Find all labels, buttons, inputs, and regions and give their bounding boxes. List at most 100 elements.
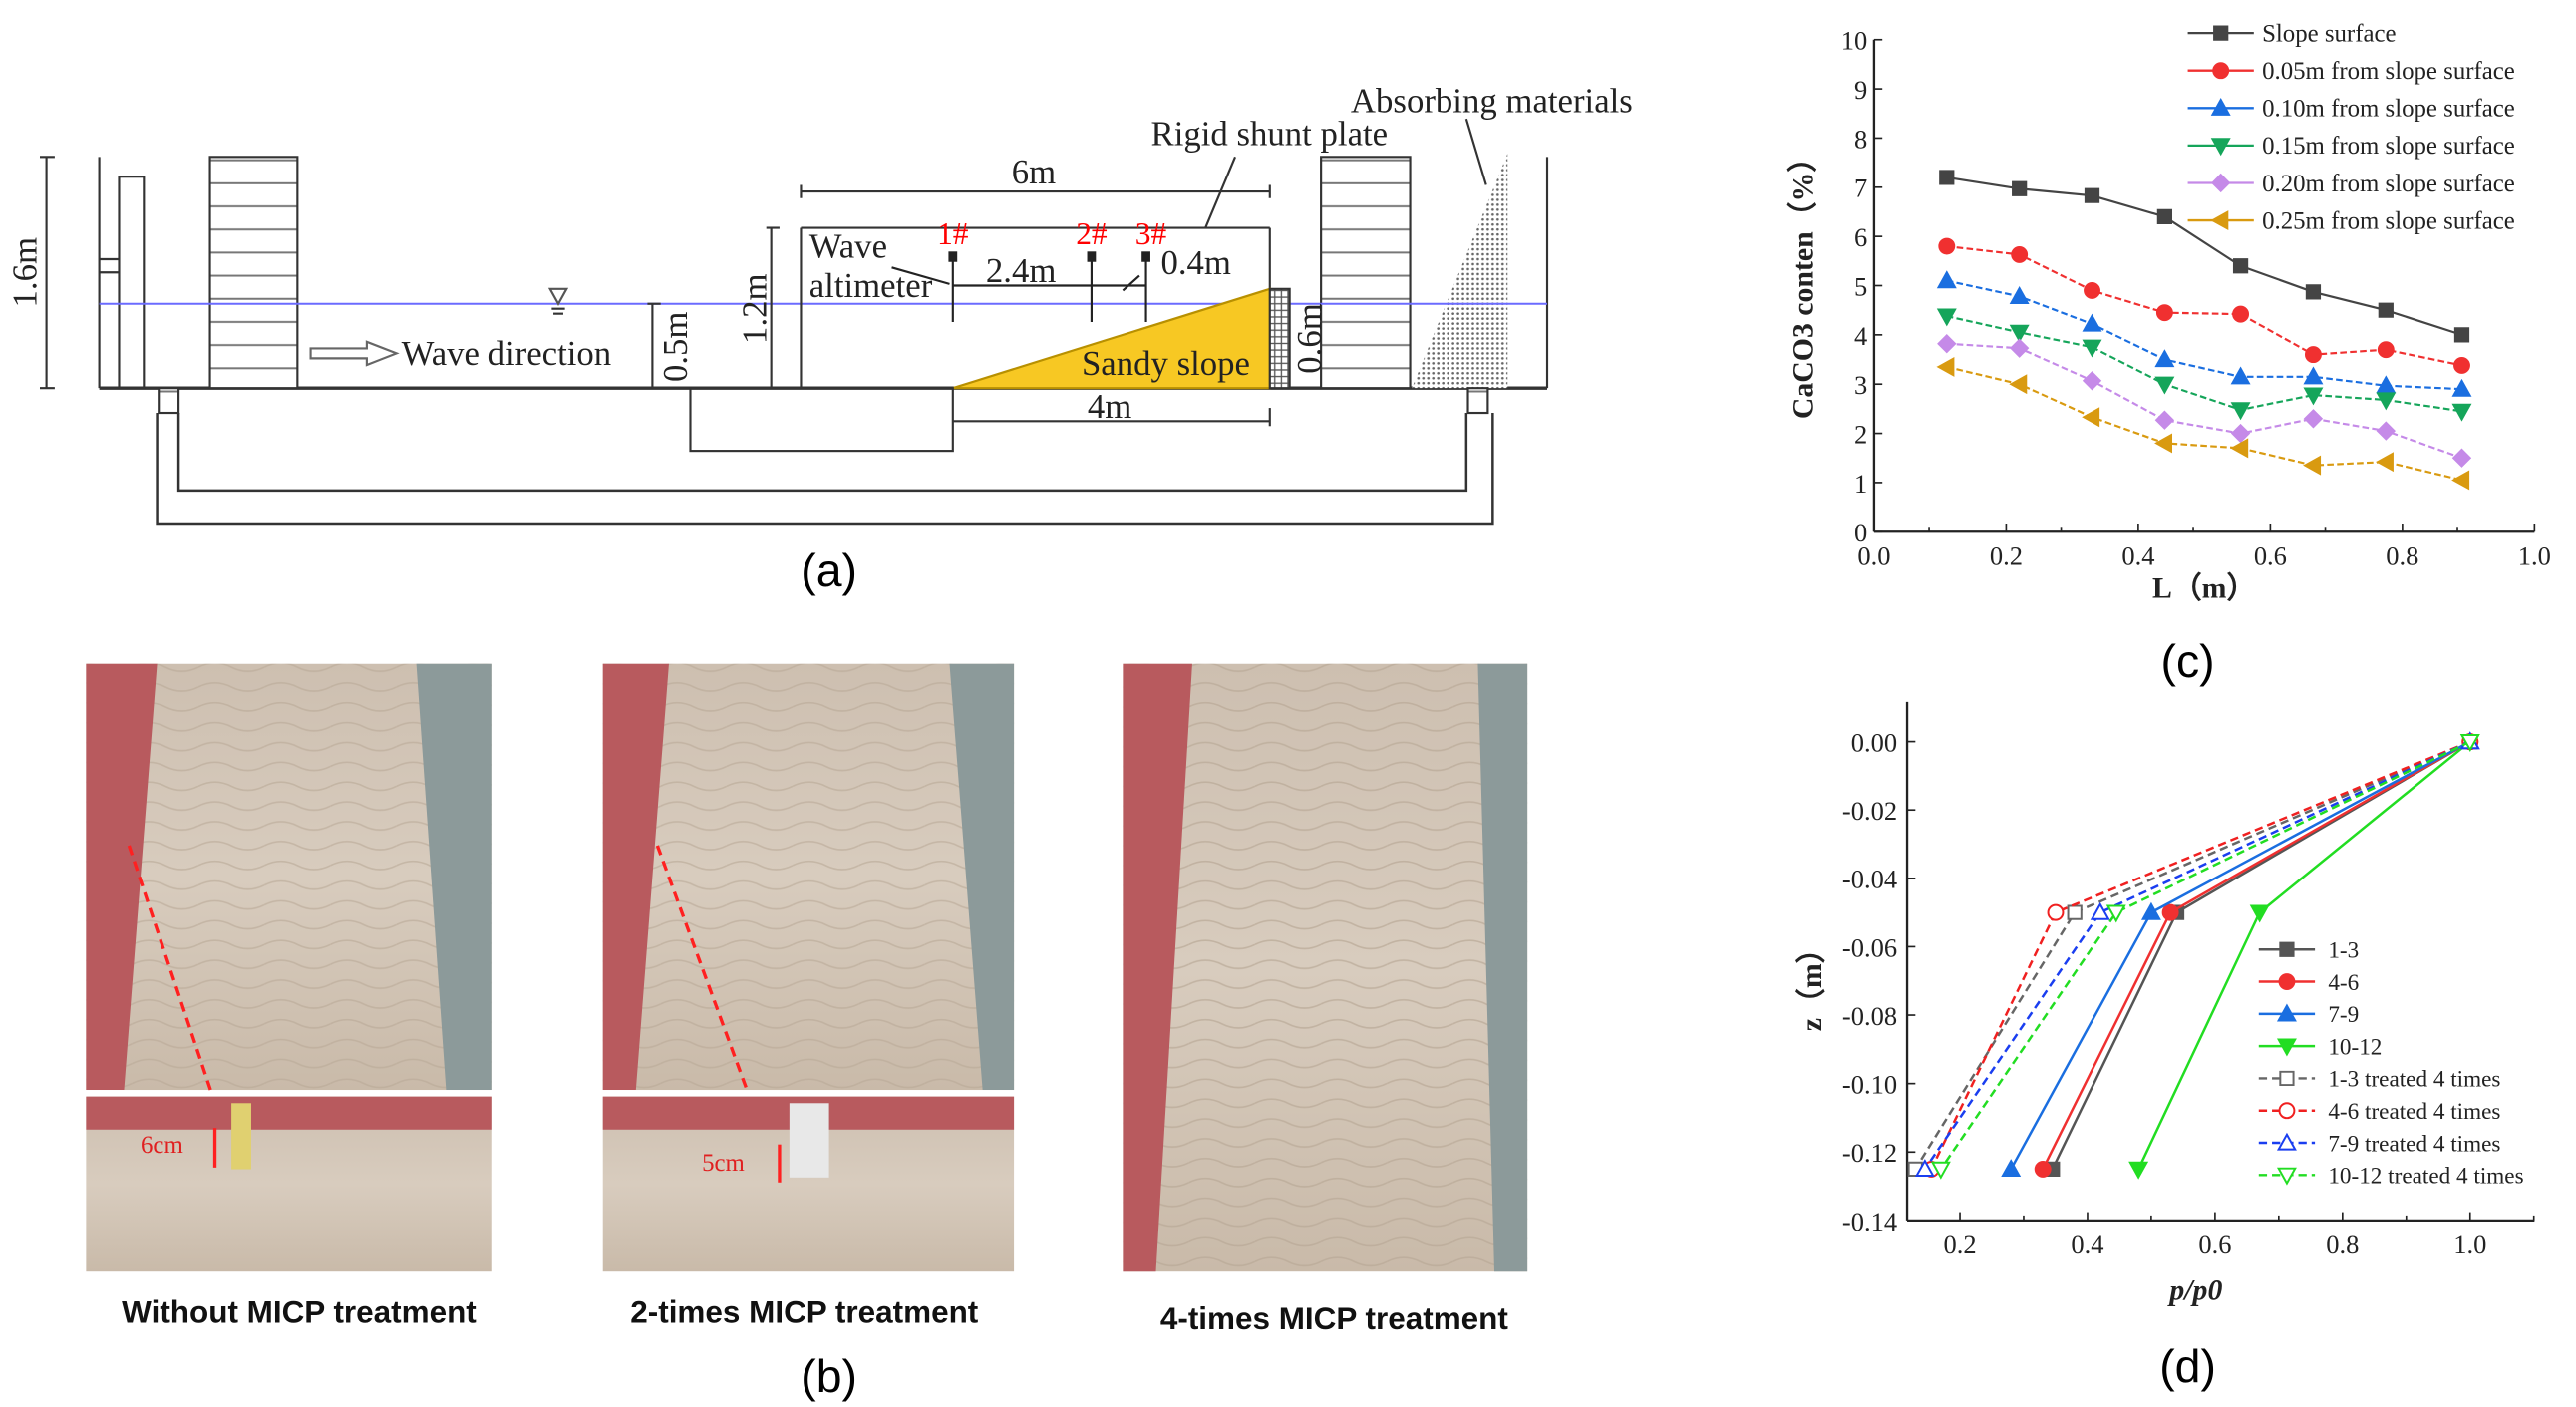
data-point-marker (2453, 357, 2470, 374)
y-tick-label: -0.06 (1842, 932, 1897, 962)
series-line (1939, 740, 2471, 1171)
legend-label: 10-12 (2328, 1034, 2382, 1060)
y-tick-label: -0.08 (1842, 1001, 1897, 1031)
y-tick-label: -0.12 (1842, 1138, 1897, 1168)
pit (689, 387, 954, 453)
data-point-marker (2230, 438, 2249, 459)
panel-a-diagram (39, 118, 1549, 526)
data-point-marker (2047, 903, 2065, 921)
data-point-marker (2090, 901, 2110, 920)
measure-arrow (127, 845, 213, 1094)
data-point-marker (2376, 421, 2396, 441)
spacing-2-4m-label: 2.4m (986, 251, 1056, 290)
series-line (1923, 740, 2471, 1171)
series-6: 0.25m from slope surface (1936, 207, 2515, 491)
slope-length-label: 4m (1088, 387, 1131, 426)
x-tick-label: 0.4 (2071, 1230, 2103, 1259)
x-tick-label: 1.0 (2518, 540, 2551, 570)
series-4: 0.15m from slope surface (1936, 133, 2515, 422)
y-tick-label: -0.14 (1842, 1207, 1897, 1236)
data-point-marker (2276, 1003, 2297, 1022)
series-7: 7-9 treated 4 times (1914, 731, 2500, 1178)
shunt-plate-grid (1268, 287, 1291, 390)
probe-2-label: 2# (1076, 216, 1108, 251)
legend-label: 1-3 treated 4 times (2328, 1067, 2500, 1093)
data-point-marker (2009, 338, 2030, 358)
series-8: 10-12 treated 4 times (1930, 733, 2524, 1190)
data-point-marker (1937, 334, 1957, 354)
data-point-marker (2082, 339, 2102, 358)
wave-direction-label: Wave direction (402, 334, 612, 373)
y-tick-label: 10 (1841, 26, 1867, 56)
data-point-marker (2376, 375, 2397, 394)
water-depth-label: 0.5m (656, 312, 695, 383)
scour-depth-label: 5cm (702, 1150, 745, 1177)
x-tick-label: 0.6 (2254, 540, 2287, 570)
data-point-marker (2451, 403, 2472, 422)
photo-2-times-micp: 5cm (602, 663, 1015, 1272)
frame-height-label: 1.2m (736, 273, 775, 344)
data-point-marker (2232, 258, 2249, 274)
data-point-marker (2082, 371, 2102, 391)
data-point-marker (2154, 349, 2175, 368)
data-point-marker (2140, 901, 2161, 920)
data-point-marker (2232, 305, 2250, 323)
panel-a-label: (a) (801, 544, 857, 596)
data-point-marker (2377, 341, 2395, 359)
data-point-marker (2278, 973, 2296, 990)
legend-label: 7-9 treated 4 times (2328, 1131, 2500, 1157)
water-level-icon (547, 287, 569, 306)
data-point-marker (2451, 470, 2470, 491)
data-point-marker (2009, 374, 2028, 395)
return-pipe-outer (156, 413, 1494, 526)
data-point-marker (2154, 433, 2173, 454)
slope-height-label: 0.6m (1290, 303, 1329, 374)
data-point-marker (2210, 210, 2229, 231)
data-point-marker (2155, 304, 2173, 322)
scour-depth-label: 6cm (141, 1132, 183, 1159)
data-point-marker (2011, 245, 2029, 263)
data-point-marker (2084, 187, 2100, 203)
panel-b-label: (b) (801, 1350, 857, 1402)
series-line (1946, 279, 2462, 391)
data-point-marker (2303, 409, 2324, 429)
legend-label: 1-3 (2328, 938, 2359, 964)
series-line (1946, 365, 2462, 482)
y-tick-label: 0.00 (1851, 728, 1897, 758)
data-point-marker (2303, 387, 2324, 406)
absorbing-materials (1412, 154, 1508, 389)
series-2: 4-6 (2034, 733, 2479, 1178)
data-point-marker (1938, 237, 1956, 255)
data-point-marker (2001, 1159, 2022, 1178)
legend-label: 7-9 (2328, 1002, 2359, 1028)
wave-absorber-right (1320, 156, 1412, 390)
altimeter-label-1: Wave (809, 226, 887, 265)
y-tick-label: 8 (1854, 124, 1867, 154)
data-point-marker (2376, 392, 2397, 411)
data-point-marker (2303, 455, 2322, 476)
x-tick-label: 0.6 (2198, 1230, 2231, 1259)
measure-arrow (655, 845, 751, 1094)
series-4: 10-12 (2128, 733, 2480, 1180)
y-tick-label: 6 (1854, 222, 1867, 252)
spacing-0-4m-label: 0.4m (1160, 243, 1231, 282)
series-line (1946, 244, 2462, 367)
x-tick-label: 0.2 (1943, 1230, 1976, 1259)
wave-maker (118, 176, 146, 390)
altimeter-label-2: altimeter (809, 266, 933, 305)
data-point-marker (2210, 97, 2231, 116)
caption-without-micp: Without MICP treatment (122, 1295, 477, 1330)
data-point-marker (2375, 452, 2394, 473)
panel-b-photos: 6cm 5cm (86, 663, 1528, 1272)
data-point-marker (2459, 733, 2480, 752)
data-point-marker (2154, 376, 2175, 395)
series-line (1946, 342, 2462, 460)
data-point-marker (2211, 173, 2231, 193)
legend-label: 10-12 treated 4 times (2328, 1164, 2523, 1190)
sandy-slope-label: Sandy slope (1082, 344, 1250, 383)
data-point-marker (2305, 284, 2322, 300)
caption-2-times-micp: 2-times MICP treatment (630, 1295, 979, 1330)
y-tick-label: 4 (1854, 321, 1867, 351)
wave-absorber-left (208, 156, 299, 390)
data-point-marker (1930, 1161, 1951, 1180)
